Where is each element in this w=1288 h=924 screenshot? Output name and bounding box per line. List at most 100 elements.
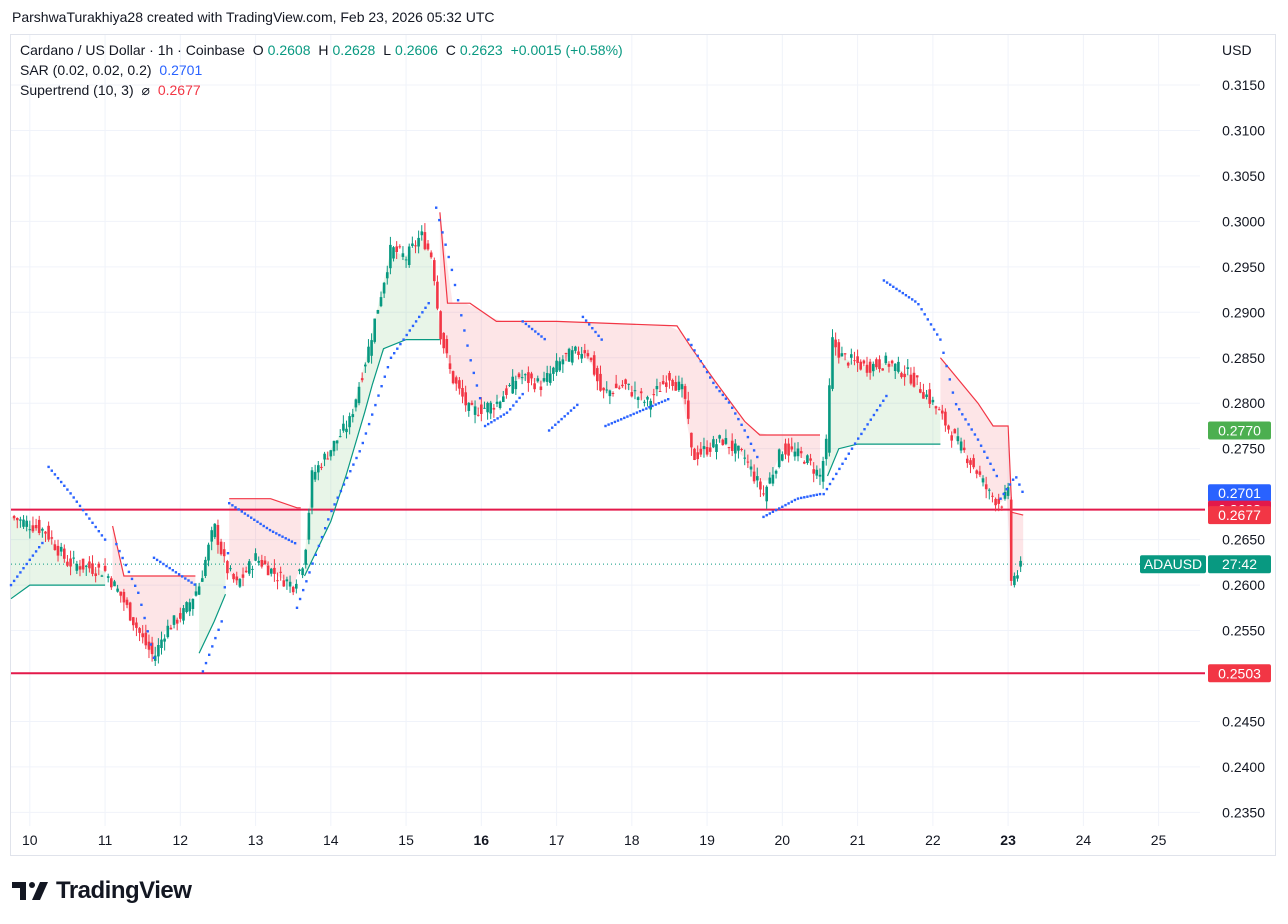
candle-body [602,387,605,391]
sar-dot [964,418,967,421]
candle-body [382,282,386,294]
candle-body [856,356,859,364]
x-tick-label: 11 [98,832,113,848]
y-tick-label: 0.2550 [1222,623,1265,639]
candle-body [157,645,160,657]
sar-dot [768,512,771,515]
sar-dot [130,577,134,581]
sar-dot [521,392,524,396]
sar-dot [165,564,168,568]
sar-dot [424,306,427,309]
countdown-label: 27:42 [1222,556,1257,572]
sar-dot [731,406,734,409]
supertrend-line-down [939,357,1024,516]
candle-body [185,602,188,612]
candle-body [539,386,543,390]
sar-dot [208,653,211,656]
price-badge [1208,664,1271,683]
supertrend-name: Supertrend (10, 3) [20,82,134,98]
candle-body [552,367,555,374]
symbol-title[interactable]: Cardano / US Dollar · 1h · Coinbase [20,42,245,58]
sar-dot [256,520,259,523]
candle-body [705,447,709,455]
candle-body [843,353,847,355]
price-badge-label: 0.2677 [1218,507,1261,523]
legend-supertrend-row[interactable]: Supertrend (10, 3) ⌀ 0.2677 [20,80,627,100]
sar-dot [159,560,162,564]
sar-dot [63,484,66,487]
candle-body [636,397,640,400]
sar-dot [262,524,265,528]
sar-dot [290,540,294,543]
candle-body [56,545,60,556]
sar-dot [414,320,418,323]
candle-body [925,394,928,397]
sar-dot [342,483,346,486]
candle-body [690,432,693,448]
sar-dot [983,450,986,453]
sar-dot [466,344,469,347]
legend-sar-row[interactable]: SAR (0.02, 0.02, 0.2) 0.2701 [20,60,627,80]
candle-body [934,406,938,409]
sar-dot [121,556,124,560]
sar-dot [223,586,226,589]
candle-body [288,581,292,587]
sar-dot [220,620,223,623]
sar-dot [383,375,386,378]
candle-body [461,388,464,397]
candle-body [204,559,207,576]
candle-body [872,363,875,372]
sar-dot [853,442,857,445]
candle-body [85,565,88,567]
sar-dot [460,314,463,317]
candle-body [354,399,358,408]
candle-body [505,388,508,395]
candle-body [922,392,925,399]
sar-dot [967,423,970,426]
sar-dot [243,512,247,515]
sar-dot [702,365,706,368]
candle-body [599,373,602,391]
candle-body [166,625,170,638]
sar-dot [926,318,929,321]
candle-body [765,486,768,502]
sar-dot [904,294,908,297]
y-tick-label: 0.3050 [1222,168,1265,184]
currency-label[interactable]: USD [1222,42,1252,58]
sar-dot [540,335,543,338]
candle-body [721,439,725,446]
candle-body [473,406,477,415]
candle-body [555,360,558,373]
candle-body [859,361,862,370]
open-label: O [252,42,264,58]
sar-dot [171,569,174,572]
candle-body [103,565,107,571]
sar-dot [809,494,812,498]
sar-dot [487,422,490,426]
candle-body [730,440,734,451]
sar-dot [951,391,955,394]
candle-body [862,360,866,364]
sar-dot [527,325,531,328]
sar-dot [929,323,933,326]
candle-body [128,602,132,621]
sar-dot [100,534,104,537]
sar-dot [374,403,377,407]
candle-body [72,557,75,559]
sar-dot [228,502,231,505]
x-tick-label: 13 [248,832,264,848]
candle-body [37,519,41,533]
sar-dot [187,579,190,582]
candle-body [414,245,417,247]
tradingview-logo[interactable]: TradingView [12,876,192,906]
candle-body [417,237,420,247]
candle-body [75,563,79,571]
candle-body [411,243,414,246]
candle-body [257,560,260,563]
price-badge [1208,421,1271,440]
sar-dot [939,338,942,341]
candle-body [850,354,853,358]
price-badge [1208,506,1271,525]
sar-dot [945,364,948,368]
